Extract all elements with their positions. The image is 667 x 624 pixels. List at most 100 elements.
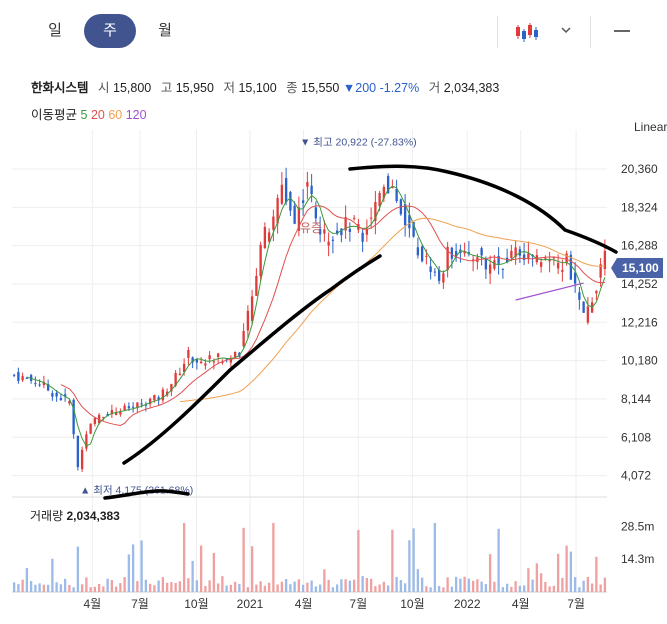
volume-bar xyxy=(225,585,228,592)
candle-body xyxy=(216,353,220,358)
volume-bar xyxy=(556,553,560,592)
time-tick-label: 4월 xyxy=(295,597,313,611)
volume-bar xyxy=(306,582,309,592)
time-tick-label: 2022 xyxy=(454,597,481,611)
tab-daily[interactable]: 일 xyxy=(48,22,62,39)
candle-body xyxy=(119,411,122,415)
current-price-tag xyxy=(611,258,663,278)
volume-bar xyxy=(123,577,126,592)
high-value: 15,950 xyxy=(175,81,214,95)
volume-bar xyxy=(195,580,199,592)
volume-bar xyxy=(561,577,564,592)
candle-body xyxy=(250,296,254,321)
volume-bar xyxy=(21,579,24,592)
moving-average-legend: 이동평균 5 20 60 120 xyxy=(31,104,147,123)
volume-bar xyxy=(374,586,377,592)
candle-body xyxy=(314,207,318,219)
volume-bar xyxy=(284,579,288,592)
volume-bar xyxy=(573,577,577,592)
volume-bar xyxy=(527,568,530,592)
candle-body xyxy=(556,262,560,269)
candle-body xyxy=(25,377,29,379)
volume-bar xyxy=(505,583,509,592)
chevron-down-icon[interactable] xyxy=(558,14,574,48)
ma-label: 이동평균 xyxy=(31,108,78,122)
volume-bar xyxy=(34,584,37,592)
candle-body xyxy=(301,200,305,203)
candle-body xyxy=(323,229,326,234)
volume-bar xyxy=(463,576,466,592)
price-tick-label: 20,360 xyxy=(621,162,658,176)
volume-bar xyxy=(408,540,411,592)
volume-bar xyxy=(476,579,479,592)
annotations: ▼ 최고 20,922 (-27.83%) ▲ 최저 4,175 (261.68%… xyxy=(30,136,417,523)
volume-bar xyxy=(493,581,496,592)
current-price-label: 15,100 xyxy=(622,261,659,275)
volume-bar xyxy=(140,540,143,592)
volume-bars xyxy=(12,523,607,592)
volume-bar xyxy=(548,586,551,592)
volume-bar xyxy=(276,584,279,592)
candle-body xyxy=(352,218,356,220)
candle-body xyxy=(212,361,216,363)
volume-bar xyxy=(582,580,585,592)
candle-body xyxy=(573,272,577,284)
low-label: 저 xyxy=(223,81,235,95)
volume-bar xyxy=(165,582,169,592)
time-tick-label: 10월 xyxy=(184,597,208,611)
toolbar-divider xyxy=(590,16,591,48)
candlestick-icon[interactable] xyxy=(514,14,540,48)
volume-bar xyxy=(301,584,305,592)
candle-body xyxy=(344,217,347,231)
volume-bar xyxy=(250,546,254,592)
candle-body xyxy=(318,229,322,235)
candle-body xyxy=(599,264,602,278)
tab-weekly[interactable]: 주 xyxy=(84,14,136,48)
candle-body xyxy=(586,306,590,323)
tab-monthly[interactable]: 월 xyxy=(158,22,172,39)
volume-bar xyxy=(344,579,347,592)
candlesticks xyxy=(12,167,607,473)
volume-bar xyxy=(522,585,526,592)
candle-body xyxy=(63,394,67,397)
volume-bar xyxy=(297,579,301,592)
volume-bar xyxy=(63,578,67,592)
volume-bar xyxy=(425,586,428,592)
volume-tick-label: 14.3m xyxy=(621,552,654,566)
candle-body xyxy=(276,198,279,224)
volume-bar xyxy=(42,584,46,592)
volume-bar xyxy=(170,582,173,592)
time-tick-label: 2021 xyxy=(237,597,264,611)
candle-body xyxy=(442,273,445,283)
candle-body xyxy=(93,417,97,424)
candle-body xyxy=(340,228,343,236)
volume-bar xyxy=(497,528,500,592)
volume-bar xyxy=(323,569,326,592)
volume-bar xyxy=(242,527,245,592)
volume-bar xyxy=(136,581,139,592)
candle-body xyxy=(267,232,271,242)
candle-body xyxy=(293,205,296,224)
volume-bar xyxy=(191,560,194,592)
volume-bar xyxy=(395,576,398,592)
minus-icon[interactable] xyxy=(612,14,632,48)
price-tick-label: 16,288 xyxy=(621,239,658,253)
candle-body xyxy=(539,262,543,267)
candle-body xyxy=(484,258,488,270)
low-value: 15,100 xyxy=(238,81,277,95)
high-annotation: ▼ 최고 20,922 (-27.83%) xyxy=(300,136,417,148)
candle-body xyxy=(182,363,186,373)
candle-body xyxy=(493,260,496,269)
candle-body xyxy=(225,358,228,360)
candle-body xyxy=(153,394,156,401)
volume-bar xyxy=(399,580,403,592)
change-percent: -1.27% xyxy=(379,81,420,95)
volume-bar xyxy=(272,523,275,592)
volume-bar xyxy=(488,554,492,592)
volume-bar xyxy=(110,580,114,592)
volume-bar xyxy=(369,578,373,592)
volume-bar xyxy=(289,584,292,592)
candle-body xyxy=(331,239,335,241)
scale-mode[interactable]: Linear xyxy=(634,120,667,134)
